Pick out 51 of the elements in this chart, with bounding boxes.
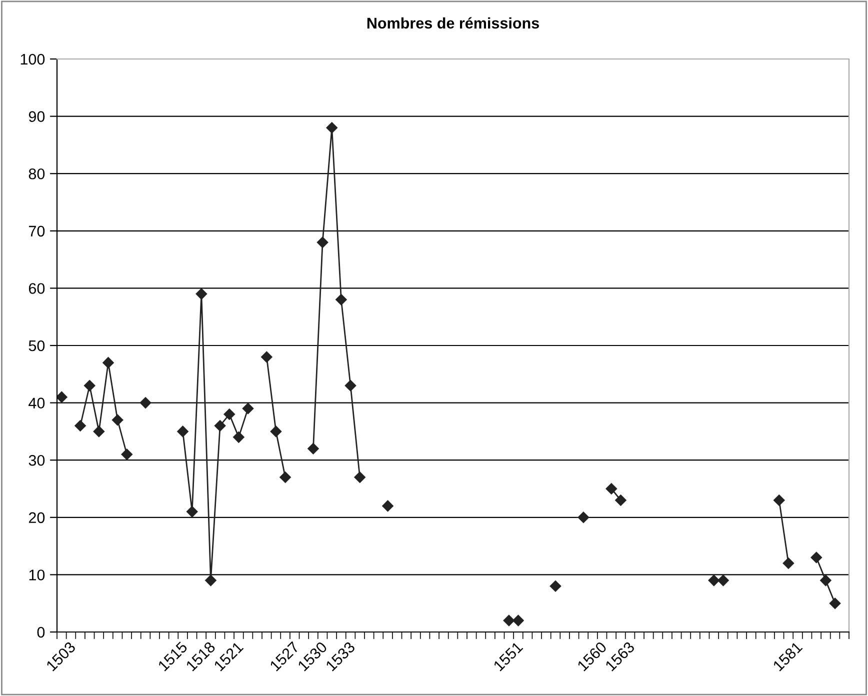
y-tick-label: 20 [28,512,45,524]
point [233,432,244,443]
point [205,574,216,586]
point [578,512,590,524]
point [336,294,347,306]
y-tick-label: 0 [37,626,45,638]
y-tick-label: 50 [28,340,45,352]
y-tick-label: 10 [29,570,45,580]
point [308,443,319,454]
point [242,402,254,414]
y-tick-label: 30 [28,454,45,466]
point [186,506,198,518]
y-tick-label: 90 [28,111,45,122]
point [774,494,785,506]
point [177,426,188,438]
y-tick-label: 40 [28,398,45,408]
point [550,580,562,592]
point [74,420,86,432]
point [503,614,515,626]
point [718,574,729,586]
point [316,236,328,248]
y-tick-label: 70 [28,226,45,237]
point [782,558,794,569]
point [112,414,124,426]
point [326,122,338,134]
point [224,408,235,420]
point [121,448,132,460]
y-tick-label: 80 [28,168,45,180]
point [829,598,841,609]
point [344,380,356,392]
point [102,357,114,368]
point [270,426,282,438]
point [615,494,626,506]
point [140,397,152,408]
point [196,288,208,300]
point [261,351,272,363]
point [512,614,524,626]
y-tick-label: 100 [20,54,45,65]
point [820,574,832,586]
point [280,472,291,483]
point [708,574,720,586]
y-tick-label: 60 [28,283,45,294]
point [606,483,618,494]
point [810,552,822,564]
point [214,420,226,432]
point [57,391,68,403]
point [354,472,366,483]
point [84,380,96,392]
point [93,426,105,438]
chart-title: Nombres de rémissions [367,17,539,29]
point [382,500,394,512]
